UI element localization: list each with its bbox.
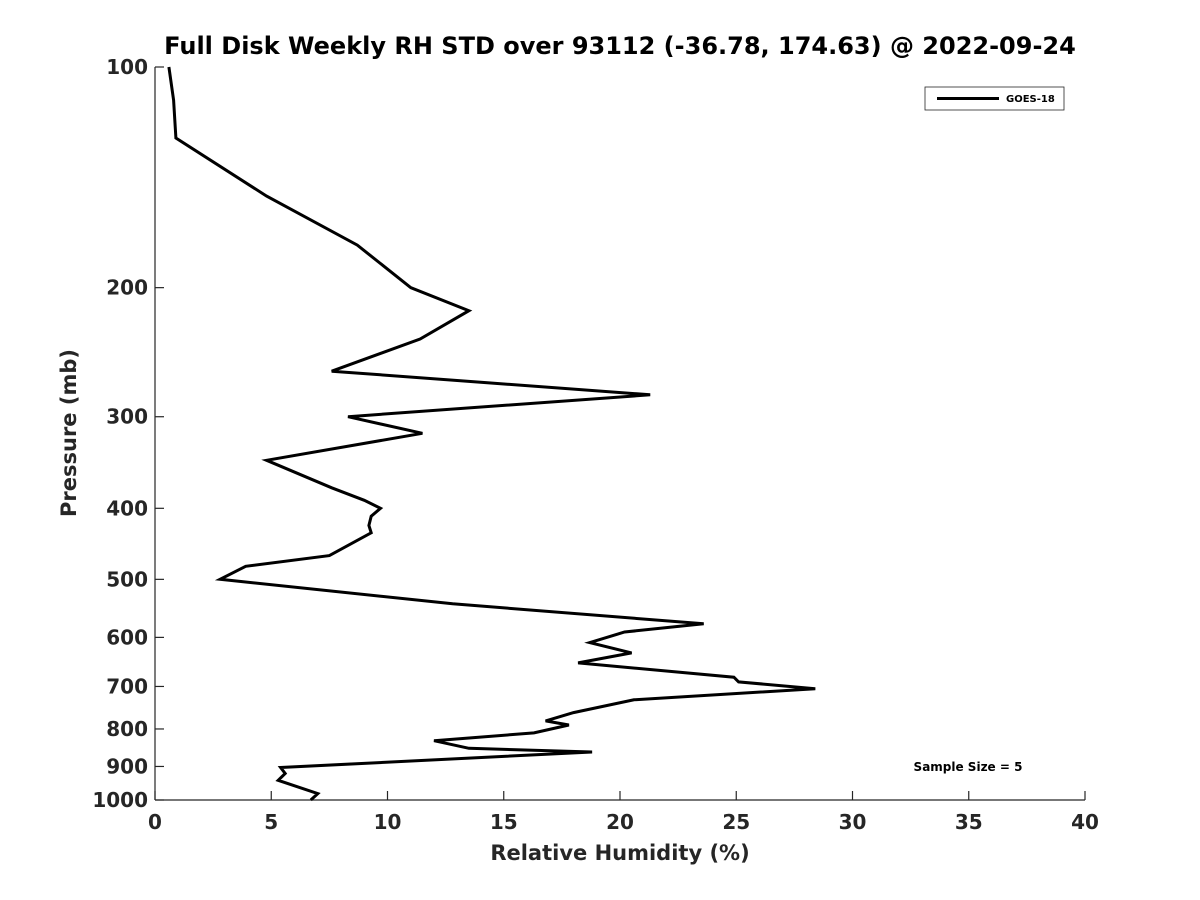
- legend-label-goes-18: GOES-18: [1006, 94, 1055, 105]
- series-layer: [167, 66, 816, 802]
- x-tick-label: 25: [722, 810, 750, 834]
- chart-title: Full Disk Weekly RH STD over 93112 (-36.…: [164, 32, 1076, 60]
- y-tick-label: 200: [106, 276, 148, 300]
- x-tick-label: 10: [374, 810, 402, 834]
- y-ticks: 100 200 300 400 500 600 700 800 900 1000: [92, 55, 164, 812]
- series-line-goes-18: [167, 66, 816, 802]
- x-tick-label: 35: [955, 810, 983, 834]
- x-tick-label: 0: [148, 810, 162, 834]
- sample-size-annotation: Sample Size = 5: [914, 760, 1023, 774]
- y-tick-label: 300: [106, 405, 148, 429]
- x-tick-label: 15: [490, 810, 518, 834]
- x-tick-label: 40: [1071, 810, 1099, 834]
- y-tick-label: 500: [106, 567, 148, 591]
- x-tick-label: 20: [606, 810, 634, 834]
- y-tick-label: 100: [106, 55, 148, 79]
- x-ticks: 0 5 10 15 20 25 30 35 40: [148, 791, 1099, 834]
- y-tick-label: 400: [106, 496, 148, 520]
- x-tick-label: 30: [839, 810, 867, 834]
- y-axis-label: Pressure (mb): [57, 349, 81, 517]
- x-axis-label: Relative Humidity (%): [490, 841, 749, 865]
- y-tick-label: 900: [106, 754, 148, 778]
- y-tick-label: 1000: [92, 788, 148, 812]
- x-tick-label: 5: [264, 810, 278, 834]
- legend: GOES-18: [924, 86, 1065, 111]
- y-tick-label: 600: [106, 625, 148, 649]
- y-tick-label: 700: [106, 674, 148, 698]
- y-tick-label: 800: [106, 717, 148, 741]
